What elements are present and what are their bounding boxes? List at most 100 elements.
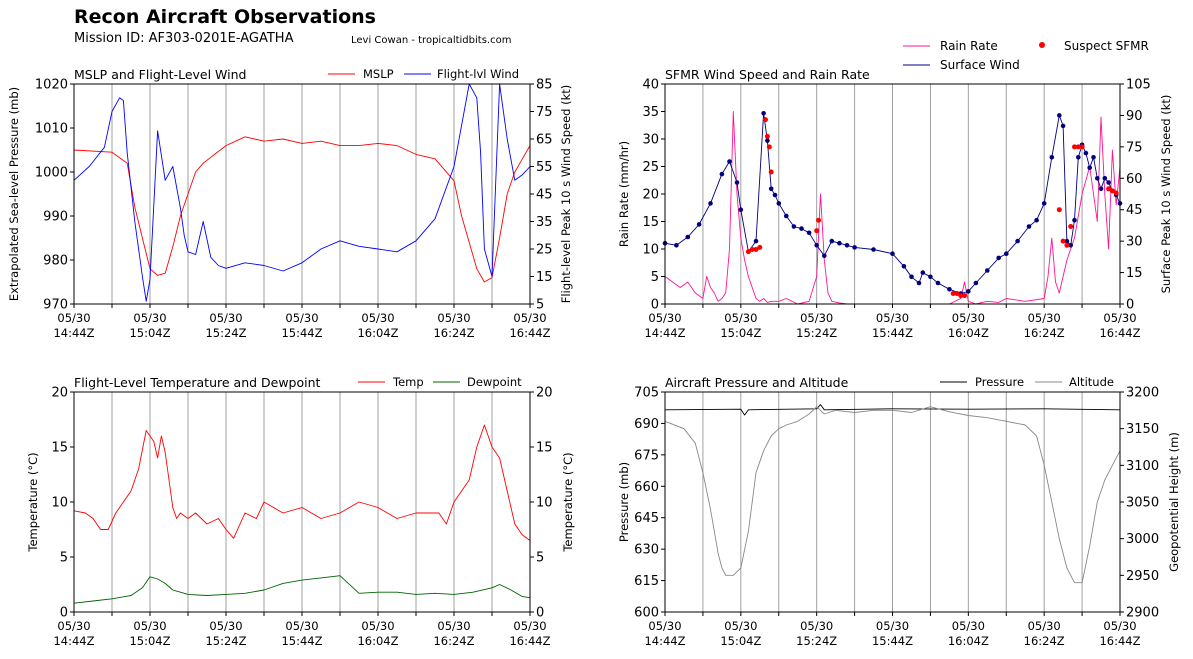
- suspect-sfmr-point: [757, 244, 763, 250]
- surface-wind-point: [928, 274, 933, 280]
- x-tick-date: 05/30: [285, 311, 318, 325]
- surface-wind-point: [1098, 186, 1104, 192]
- x-tick-time: 15:04Z: [720, 634, 761, 648]
- chart-title: Aircraft Pressure and Altitude: [665, 375, 849, 390]
- x-tick-time: 14:44Z: [644, 326, 685, 340]
- x-tick-date: 05/30: [800, 311, 833, 325]
- surface-wind-point: [1087, 165, 1092, 171]
- legend-label: Temp: [392, 375, 424, 389]
- y-tick-label-left: 600: [634, 606, 659, 621]
- surface-wind-point: [791, 224, 797, 229]
- suspect-sfmr-point: [745, 249, 751, 255]
- surface-wind-point: [966, 289, 971, 294]
- y-tick-label-left: 40: [642, 78, 659, 93]
- y-tick-label-left: 630: [634, 543, 659, 558]
- x-tick-time: 16:44Z: [509, 326, 550, 340]
- surface-wind-point: [909, 274, 914, 280]
- x-tick-date: 05/30: [57, 619, 90, 633]
- chart-temp_dew: 051015200510152005/3014:44Z05/3015:04Z05…: [26, 375, 575, 648]
- surface-wind-point: [1095, 176, 1100, 181]
- surface-wind-point: [1106, 180, 1111, 185]
- y-tick-label-right: 45: [1126, 203, 1143, 218]
- x-tick-date: 05/30: [876, 619, 909, 633]
- x-tick-date: 05/30: [513, 619, 546, 633]
- x-tick-date: 05/30: [648, 311, 681, 325]
- suspect-sfmr-point: [962, 293, 967, 299]
- surface-wind-point: [985, 268, 990, 273]
- chart-title: SFMR Wind Speed and Rain Rate: [665, 67, 870, 82]
- credit: Levi Cowan - tropicaltidbits.com: [351, 35, 512, 46]
- series-line-flight-lvl-wind: [73, 83, 531, 302]
- surface-wind-point: [1091, 155, 1096, 160]
- suspect-sfmr-point: [753, 247, 759, 252]
- y-tick-label-right: 15: [536, 441, 553, 456]
- x-tick-time: 15:44Z: [281, 634, 322, 648]
- suspect-sfmr-point: [814, 228, 820, 234]
- x-tick-date: 05/30: [1103, 311, 1136, 325]
- x-tick-date: 05/30: [1103, 619, 1136, 633]
- y-tick-label-right: 2950: [1126, 569, 1159, 584]
- suspect-sfmr-point: [954, 291, 960, 296]
- y-tick-label-right: 105: [1126, 78, 1151, 93]
- chart-title: MSLP and Flight-Level Wind: [74, 67, 246, 82]
- top-legend: Rain Rate Suspect SFMR Surface Wind: [903, 39, 1149, 72]
- y-tick-label-left: 660: [634, 480, 659, 495]
- x-tick-time: 15:24Z: [796, 326, 837, 340]
- y-tick-label-left: 10: [51, 496, 68, 511]
- suspect-sfmr-point: [1068, 224, 1074, 229]
- y-tick-label-left: 25: [642, 160, 659, 175]
- y-tick-label-left: 5: [651, 270, 659, 285]
- suspect-sfmr-point: [763, 117, 768, 123]
- y-tick-label-left: 645: [634, 511, 659, 526]
- surface-wind-point: [1049, 155, 1055, 160]
- x-tick-time: 16:04Z: [948, 326, 989, 340]
- x-tick-date: 05/30: [513, 311, 546, 325]
- surface-wind-point: [1064, 238, 1070, 244]
- y-tick-label-right: 60: [1126, 172, 1143, 187]
- chart-mslp_wind: 970 980 990 1000 1010 1020 5 15 25 35 45 55 65 75 85 05…: [7, 67, 573, 340]
- x-tick-time: 15:44Z: [872, 326, 913, 340]
- y-tick-label-left: 1020: [35, 78, 68, 93]
- surface-wind-point: [1076, 155, 1081, 160]
- y-tick-label-left: 30: [642, 133, 659, 148]
- x-tick-date: 05/30: [133, 619, 166, 633]
- surface-wind-point: [734, 180, 740, 185]
- surface-wind-point: [916, 280, 922, 286]
- surface-wind-point: [920, 270, 926, 275]
- x-tick-time: 16:24Z: [433, 326, 474, 340]
- surface-wind-point: [799, 226, 804, 231]
- suspect-sfmr-point: [1109, 188, 1115, 194]
- surface-wind-point: [1026, 224, 1032, 229]
- surface-wind-point: [765, 138, 770, 143]
- x-tick-date: 05/30: [361, 311, 394, 325]
- surface-wind-point: [1034, 217, 1039, 223]
- chart-title: Flight-Level Temperature and Dewpoint: [74, 375, 321, 390]
- suspect-sfmr-point: [1079, 144, 1085, 150]
- suspect-sfmr-point: [1072, 144, 1077, 150]
- x-tick-time: 15:04Z: [129, 326, 170, 340]
- y-axis-label-right: Flight-level Peak 10 s Wind Speed (kt): [559, 85, 573, 304]
- y-tick-label-right: 0: [1126, 298, 1134, 313]
- series-line-pressure: [664, 404, 1121, 416]
- y-tick-label-right: 30: [1126, 235, 1143, 250]
- suspect-legend-label: Suspect SFMR: [1064, 39, 1149, 53]
- y-tick-label-right: 75: [1126, 140, 1143, 155]
- x-tick-time: 14:44Z: [644, 634, 685, 648]
- x-tick-date: 05/30: [361, 619, 394, 633]
- surface-wind-point: [685, 234, 691, 240]
- surface-wind-point: [837, 240, 842, 246]
- page-title: Recon Aircraft Observations: [74, 6, 376, 28]
- y-axis-label-left: Temperature (°C): [26, 452, 40, 552]
- surface-wind-point: [806, 230, 812, 236]
- y-tick-label-right: 5: [536, 551, 544, 566]
- surface-legend-label: Surface Wind: [940, 58, 1020, 72]
- x-tick-date: 05/30: [209, 311, 242, 325]
- surface-wind-point: [1102, 176, 1108, 181]
- legend-label: Pressure: [975, 375, 1024, 389]
- surface-wind-point: [719, 171, 725, 177]
- surface-wind-point: [973, 280, 979, 286]
- y-tick-label-right: 3100: [1126, 459, 1159, 474]
- legend-label: Altitude: [1069, 375, 1114, 389]
- surface-wind-point: [727, 159, 732, 164]
- y-tick-label-left: 35: [642, 105, 659, 120]
